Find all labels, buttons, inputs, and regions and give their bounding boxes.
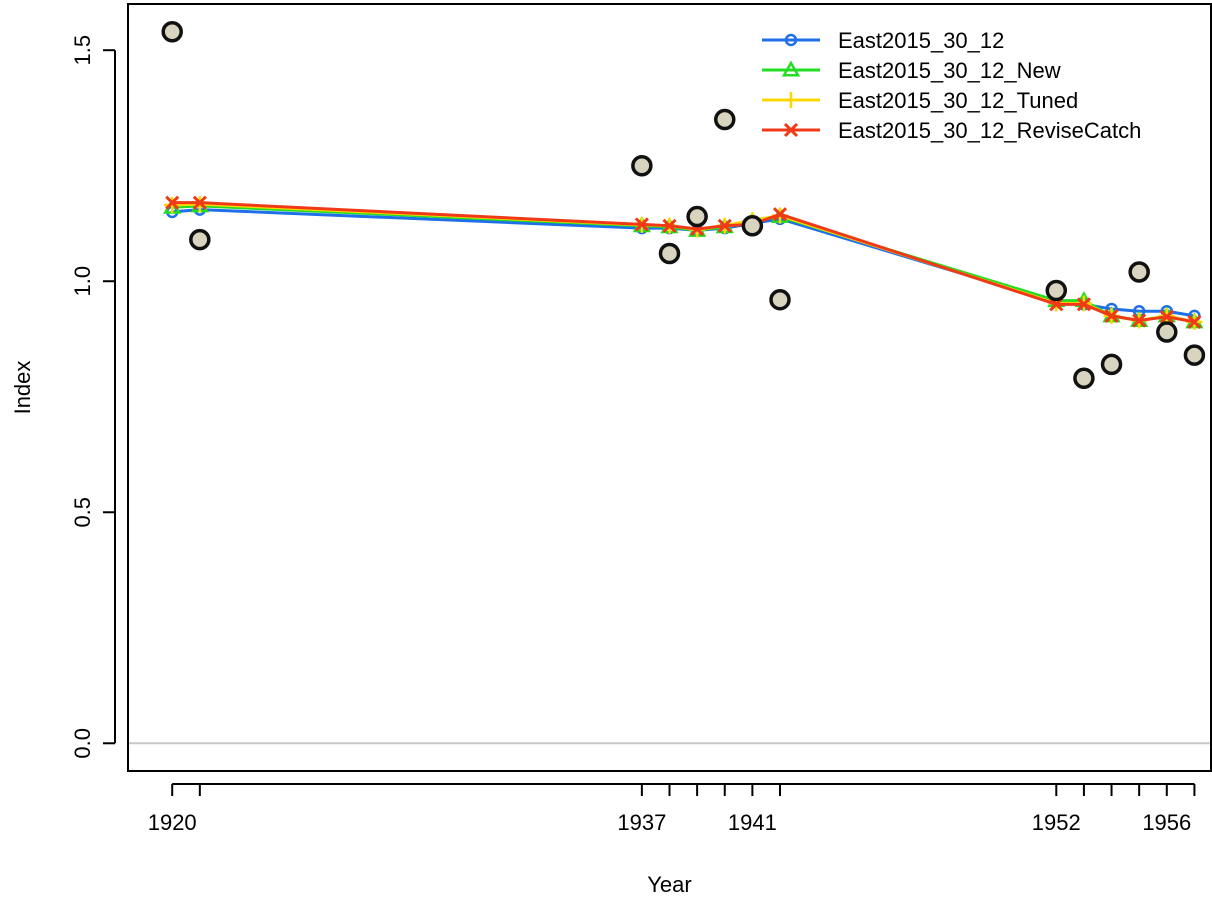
series-line (172, 202, 1195, 324)
series-point (772, 207, 788, 222)
x-tick-label: 1937 (617, 810, 666, 835)
x-axis: 1920 1937 1941 1952 1956 (148, 783, 1196, 835)
legend-swatch-marker (784, 33, 798, 47)
observed-point (1100, 353, 1123, 376)
y-tick-label: 1.0 (70, 266, 95, 297)
x-tick-label: 1920 (148, 810, 197, 835)
plot-frame (127, 3, 1212, 772)
observed-point (686, 205, 708, 228)
series-point (1187, 314, 1202, 329)
series-point (634, 217, 649, 232)
observed-point (741, 215, 764, 237)
series-point (717, 218, 732, 233)
observed-point (189, 228, 211, 251)
series-point (1159, 309, 1174, 324)
series-point (1076, 297, 1091, 312)
legend-swatch-marker (783, 92, 799, 108)
legend-swatch-marker (783, 122, 799, 138)
series-point (1104, 308, 1119, 323)
observed-point (769, 288, 791, 311)
x-axis-title: Year (647, 872, 691, 897)
legend-swatch-marker (781, 60, 801, 77)
series-line (172, 204, 1195, 324)
observed-point (161, 20, 183, 43)
series-2 (163, 196, 1204, 329)
y-tick-label: 0.0 (70, 728, 95, 759)
observed-point (1156, 321, 1178, 343)
legend-label: East2015_30_12_ReviseCatch (838, 118, 1141, 143)
observed-points-layer (161, 20, 1206, 390)
x-tick-label: 1941 (728, 810, 777, 835)
x-tick-label: 1956 (1142, 810, 1191, 835)
series-point (164, 196, 181, 213)
series-4 (165, 195, 1202, 329)
legend-label: East2015_30_12_New (838, 58, 1061, 83)
x-tick-label: 1952 (1032, 810, 1081, 835)
series-point (1132, 313, 1147, 328)
legend-label: East2015_30_12 (838, 28, 1004, 53)
legend-entry: East2015_30_12 (762, 28, 1004, 53)
legend-entry: East2015_30_12_New (762, 58, 1061, 83)
y-tick-label: 0.5 (70, 497, 95, 528)
series-point (192, 195, 207, 210)
observed-point (714, 108, 736, 131)
legend-label: East2015_30_12_Tuned (838, 88, 1078, 113)
series-point (165, 195, 180, 210)
legend-entry: East2015_30_12_Tuned (762, 88, 1078, 113)
y-axis: 0.0 0.5 1.0 1.5 (70, 35, 116, 759)
legend: East2015_30_12 East2015_30_12_New East2015… (762, 28, 1141, 143)
observed-point (1045, 279, 1068, 302)
y-tick-label: 1.5 (70, 35, 95, 66)
series-line (172, 201, 1195, 324)
series-layer (163, 195, 1204, 330)
observed-point (1128, 261, 1150, 283)
legend-entry: East2015_30_12_ReviseCatch (762, 118, 1141, 143)
series-1 (165, 203, 1201, 323)
y-axis-title: Index (10, 361, 35, 415)
series-3 (164, 196, 1203, 330)
series-point (662, 218, 677, 233)
observed-point (1073, 367, 1095, 390)
observed-point (1183, 344, 1206, 366)
observed-point (631, 154, 653, 177)
observed-point (658, 242, 681, 265)
